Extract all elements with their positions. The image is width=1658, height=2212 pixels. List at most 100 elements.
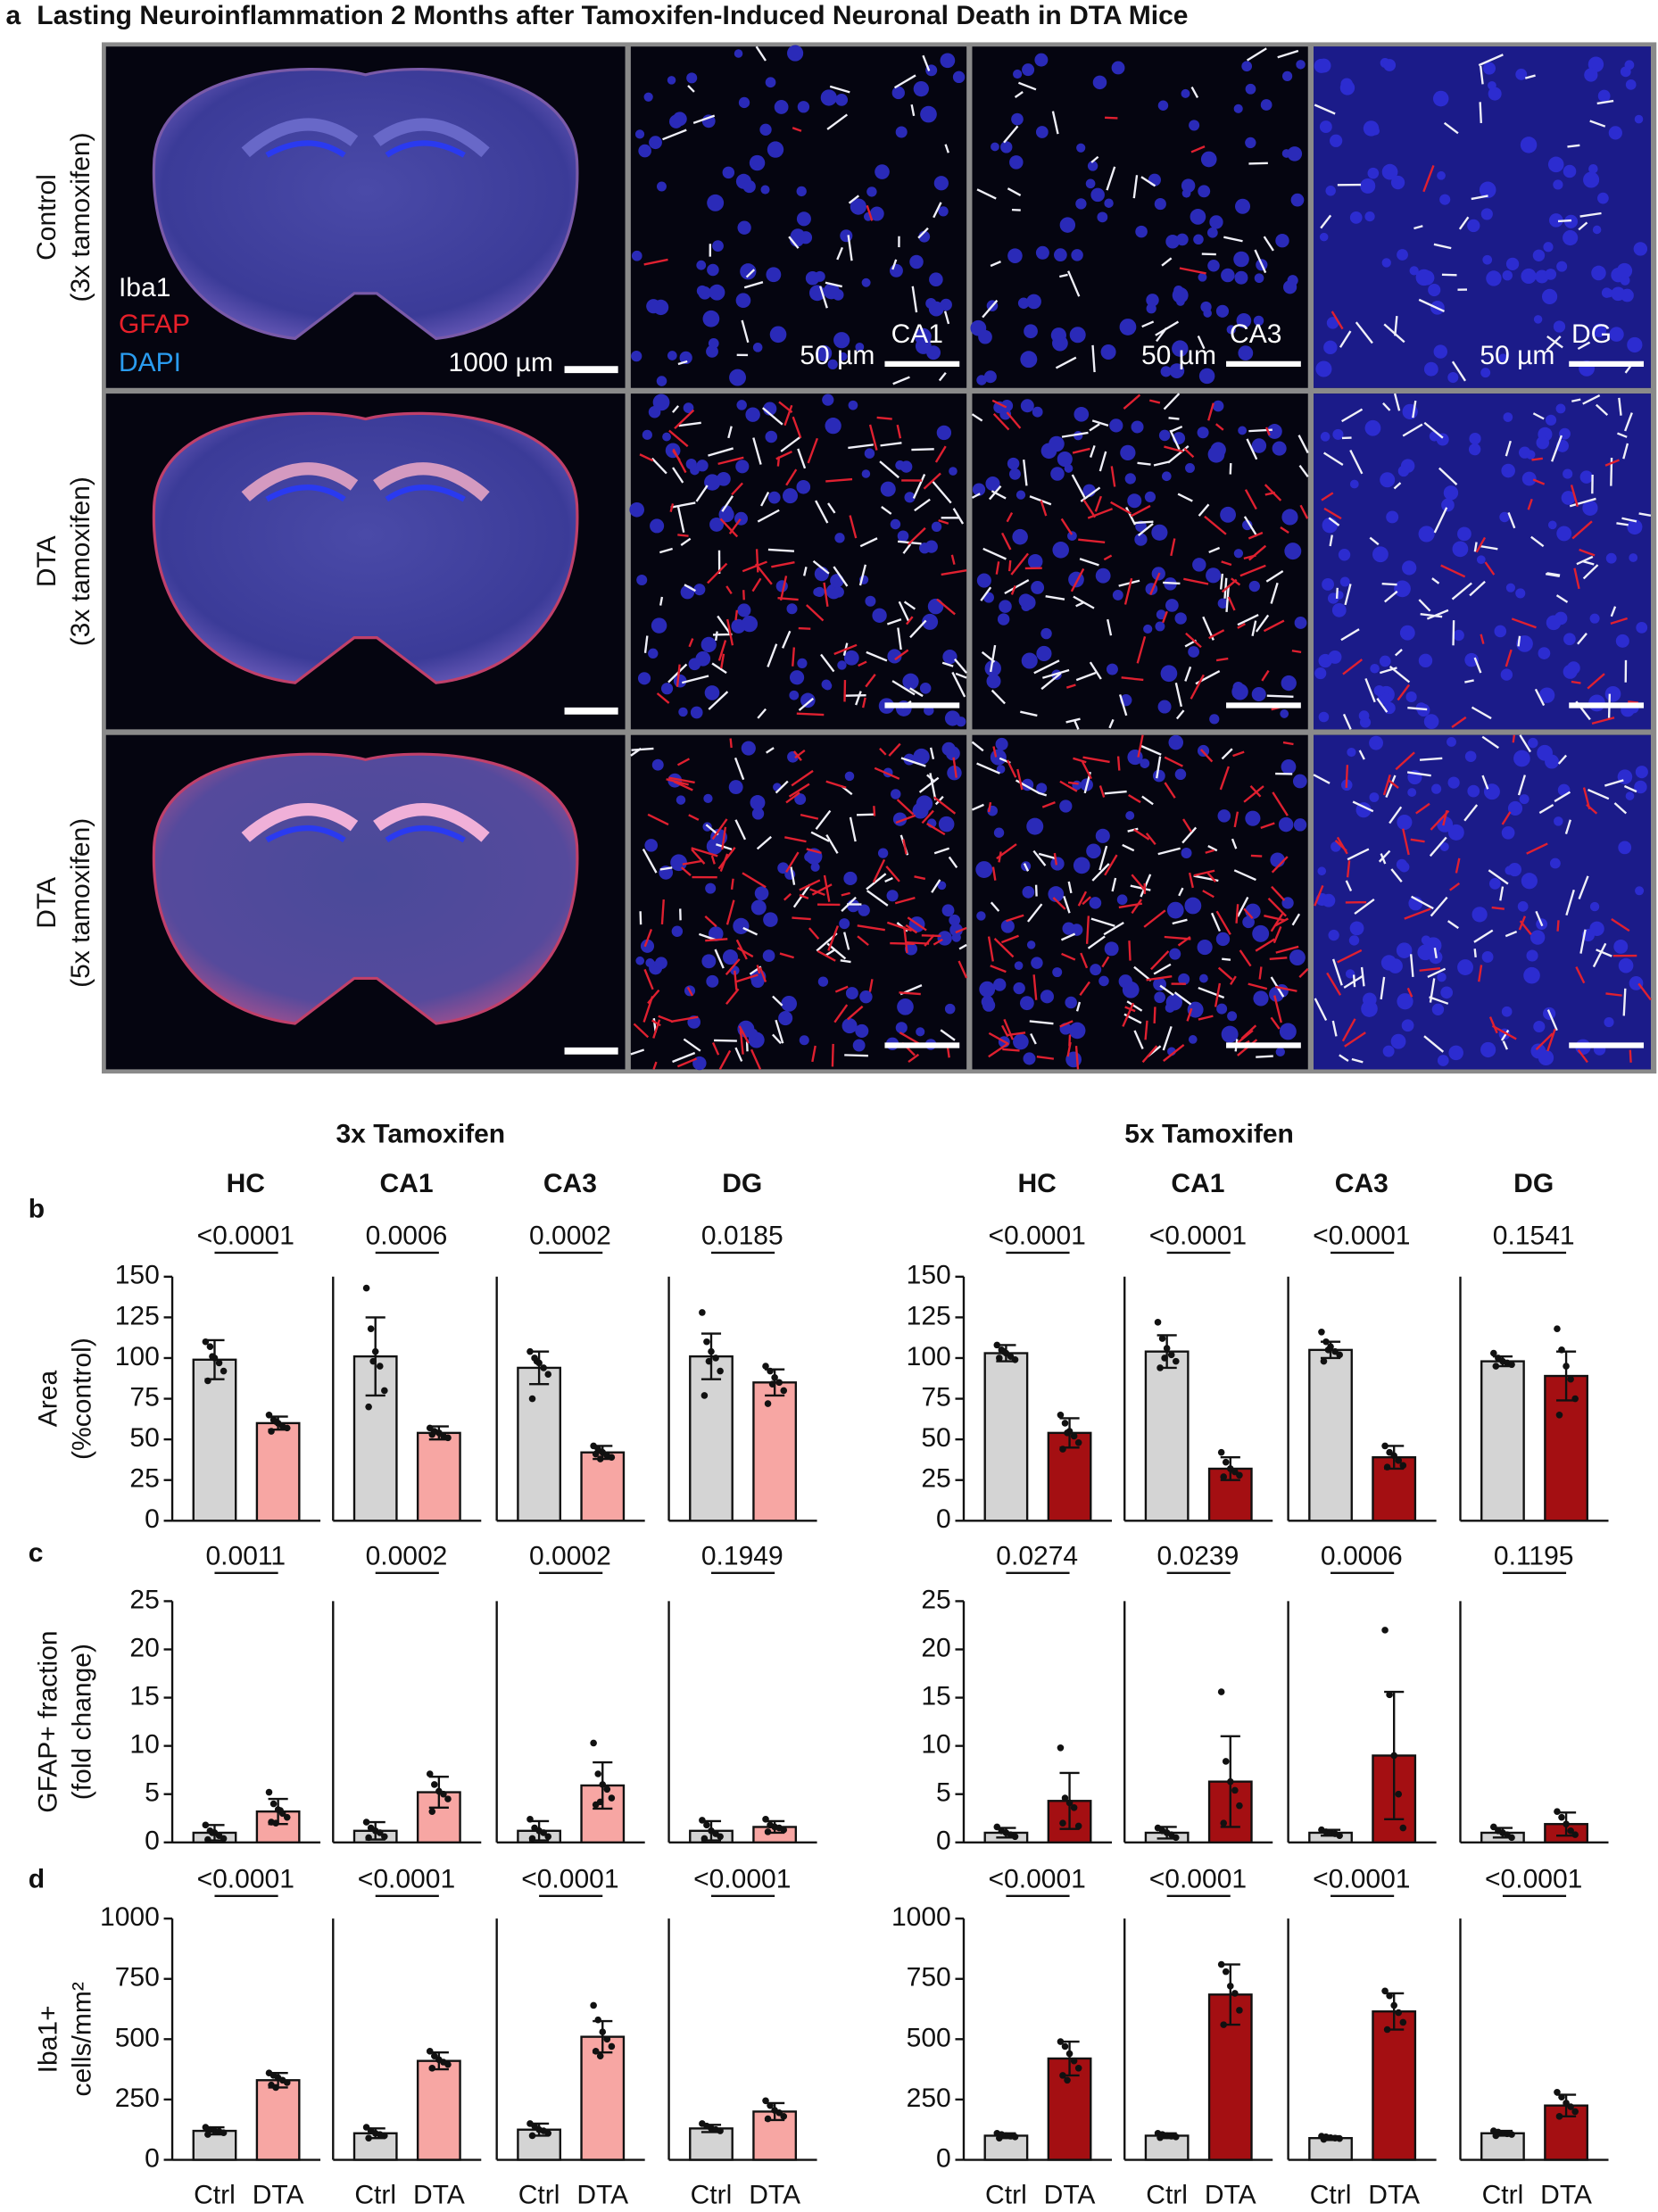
process bbox=[1577, 633, 1588, 645]
process bbox=[1473, 929, 1494, 943]
process bbox=[686, 986, 693, 997]
nucleus bbox=[1319, 232, 1329, 242]
process bbox=[1128, 793, 1141, 804]
process bbox=[868, 979, 874, 992]
nucleus bbox=[733, 917, 750, 934]
row-label: (3x tamoxifen) bbox=[66, 132, 95, 302]
nucleus bbox=[1431, 1003, 1445, 1015]
nucleus bbox=[1546, 615, 1562, 631]
nucleus bbox=[1069, 327, 1086, 344]
process bbox=[1052, 897, 1066, 910]
process bbox=[1507, 512, 1516, 529]
nucleus bbox=[1479, 181, 1496, 199]
nucleus bbox=[1233, 104, 1243, 113]
nucleus bbox=[1563, 468, 1573, 479]
data-point bbox=[1217, 1448, 1225, 1456]
nucleus bbox=[1221, 1025, 1239, 1043]
error-bar bbox=[428, 2051, 449, 2071]
nucleus bbox=[1437, 1055, 1449, 1066]
process bbox=[639, 453, 654, 462]
process bbox=[791, 769, 814, 787]
process bbox=[1188, 872, 1194, 889]
p-value: <0.0001 bbox=[1313, 1864, 1410, 1893]
scale-label: 50 µm bbox=[800, 341, 875, 370]
process bbox=[1219, 766, 1230, 791]
process bbox=[1162, 610, 1168, 624]
process bbox=[757, 509, 780, 523]
nucleus bbox=[1019, 996, 1034, 1011]
process bbox=[1555, 594, 1569, 603]
nucleus bbox=[1085, 178, 1096, 189]
nucleus bbox=[837, 660, 847, 670]
data-point bbox=[1567, 1827, 1574, 1835]
nucleus bbox=[1369, 792, 1380, 802]
nucleus bbox=[738, 96, 750, 109]
row-labels: Control (3x tamoxifen) DTA (3x tamoxifen… bbox=[32, 132, 95, 988]
nucleus bbox=[660, 683, 674, 695]
region-title: CA3 bbox=[1335, 1169, 1389, 1198]
process bbox=[1071, 474, 1086, 499]
process bbox=[731, 482, 743, 496]
process bbox=[1478, 965, 1483, 982]
process bbox=[1041, 800, 1056, 808]
process bbox=[841, 891, 850, 897]
process bbox=[1232, 750, 1245, 758]
process bbox=[785, 851, 800, 873]
process bbox=[1198, 986, 1225, 999]
nucleus bbox=[1338, 549, 1351, 561]
nucleus bbox=[1625, 791, 1635, 800]
process bbox=[1133, 520, 1154, 525]
y-tick-label: 75 bbox=[129, 1382, 159, 1412]
process bbox=[1557, 754, 1568, 765]
process bbox=[1420, 613, 1443, 618]
process bbox=[1575, 966, 1586, 984]
nucleus bbox=[1369, 735, 1383, 750]
process bbox=[1156, 756, 1162, 779]
process bbox=[845, 693, 866, 697]
nucleus bbox=[1373, 684, 1385, 697]
process bbox=[1075, 601, 1084, 608]
process bbox=[1592, 942, 1607, 968]
nucleus bbox=[737, 220, 751, 235]
bar bbox=[255, 1421, 301, 1522]
y-tick-label: 1000 bbox=[100, 1902, 160, 1932]
process bbox=[934, 445, 947, 463]
process bbox=[938, 518, 949, 525]
x-tick-label: Ctrl bbox=[194, 2181, 236, 2210]
process bbox=[1059, 273, 1068, 278]
process bbox=[1161, 257, 1173, 267]
data-point bbox=[1508, 2131, 1515, 2138]
process bbox=[1491, 906, 1505, 910]
data-point bbox=[362, 1284, 370, 1292]
process bbox=[1344, 584, 1352, 606]
x-tick-label: Ctrl bbox=[1310, 2181, 1352, 2210]
process bbox=[708, 691, 729, 710]
nucleus bbox=[838, 352, 848, 361]
nucleus bbox=[1325, 186, 1336, 196]
process bbox=[1007, 187, 1022, 197]
data-point bbox=[1555, 1411, 1563, 1419]
process bbox=[1384, 590, 1398, 603]
process bbox=[1125, 506, 1137, 526]
nucleus bbox=[1280, 709, 1289, 718]
nucleus bbox=[1071, 249, 1083, 261]
nucleus bbox=[1360, 178, 1376, 194]
process bbox=[933, 938, 943, 946]
nucleus bbox=[1157, 700, 1172, 714]
process bbox=[987, 801, 992, 813]
nucleus bbox=[735, 293, 751, 309]
process bbox=[1132, 175, 1139, 199]
bar bbox=[1480, 2132, 1525, 2161]
process bbox=[1499, 886, 1505, 901]
nucleus bbox=[1316, 58, 1331, 73]
bar bbox=[580, 1451, 626, 1522]
nucleus bbox=[1315, 360, 1332, 377]
error-bar bbox=[1492, 1355, 1513, 1368]
process bbox=[1040, 500, 1048, 517]
nucleus bbox=[1216, 1003, 1228, 1015]
nucleus bbox=[1592, 225, 1602, 235]
nucleus bbox=[1281, 509, 1298, 526]
nucleus bbox=[1615, 634, 1629, 648]
